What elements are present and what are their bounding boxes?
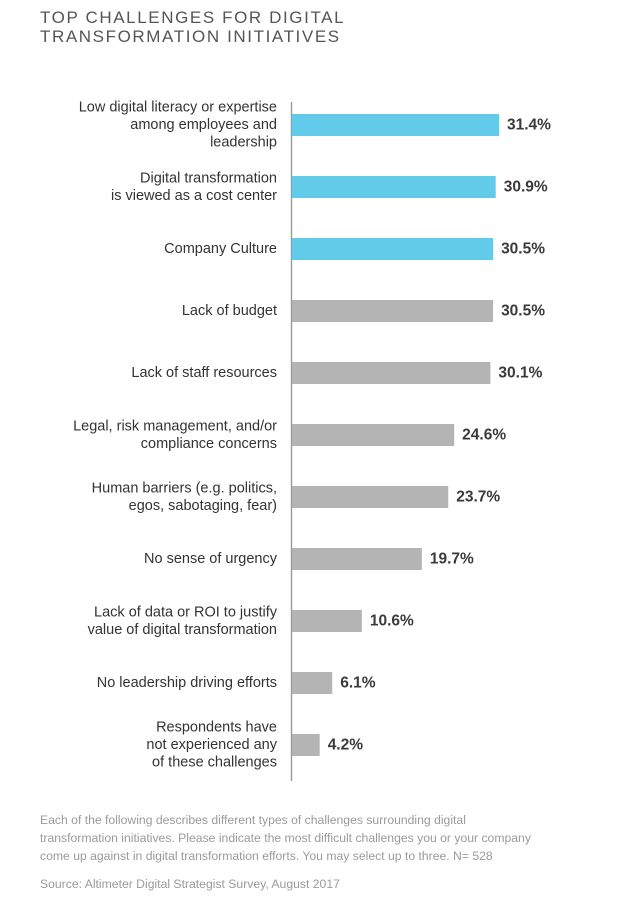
value-label-8: 19.7% <box>430 551 474 568</box>
chart-title: TOP CHALLENGES FOR DIGITAL TRANSFORMATIO… <box>40 8 345 46</box>
source-note: Source: Altimeter Digital Strategist Sur… <box>40 877 340 891</box>
category-label-3: Company Culture <box>164 241 277 257</box>
category-label-5: Lack of staff resources <box>131 365 277 381</box>
category-label-1: Low digital literacy or expertise among e… <box>79 100 277 151</box>
value-label-4: 30.5% <box>501 303 545 320</box>
value-label-7: 23.7% <box>456 489 500 506</box>
category-label-line: Lack of staff resources <box>131 365 277 381</box>
category-label-9: Lack of data or ROI to justify value of d… <box>88 604 278 638</box>
category-label-4: Lack of budget <box>182 303 277 319</box>
category-label-2: Digital transformation is viewed as a cos… <box>111 170 277 204</box>
bar-1 <box>292 114 499 136</box>
bar-3 <box>292 238 494 260</box>
value-label-9: 10.6% <box>370 613 414 630</box>
category-label-line: Digital transformation <box>140 170 277 186</box>
category-label-11: Respondents have not experienced any of th… <box>146 720 277 771</box>
bar-5 <box>292 362 491 384</box>
category-label-8: No sense of urgency <box>144 551 278 567</box>
bar-10 <box>292 672 333 694</box>
category-label-line: Company Culture <box>164 241 277 257</box>
category-label-line: No sense of urgency <box>144 551 278 567</box>
category-label-line: Human barriers (e.g. politics, <box>92 480 277 496</box>
bar-chart: 31.4% Low digital literacy or expertise am… <box>73 100 551 781</box>
category-label-line: among employees and <box>130 117 277 133</box>
category-label-line: not experienced any <box>146 737 277 753</box>
category-label-line: compliance concerns <box>141 436 277 452</box>
category-label-line: Lack of budget <box>182 303 277 319</box>
survey-footnote: Each of the following describes differen… <box>40 813 531 863</box>
category-label-line: Low digital literacy or expertise <box>79 100 277 116</box>
category-label-line: is viewed as a cost center <box>111 188 277 204</box>
bar-11 <box>292 734 320 756</box>
category-label-10: No leadership driving efforts <box>97 675 277 691</box>
category-label-7: Human barriers (e.g. politics, egos, sabo… <box>92 480 277 514</box>
bar-8 <box>292 548 422 570</box>
value-label-1: 31.4% <box>507 117 551 134</box>
bar-2 <box>292 176 496 198</box>
category-label-line: value of digital transformation <box>88 622 277 638</box>
chart-title-line-2: TRANSFORMATION INITIATIVES <box>40 27 341 46</box>
category-label-line: leadership <box>210 135 277 151</box>
value-label-6: 24.6% <box>462 427 506 444</box>
value-label-10: 6.1% <box>340 675 376 692</box>
bar-9 <box>292 610 362 632</box>
category-label-line: egos, sabotaging, fear) <box>129 498 277 514</box>
category-label-line: Respondents have <box>156 720 277 736</box>
bar-7 <box>292 486 449 508</box>
category-label-line: Legal, risk management, and/or <box>73 418 277 434</box>
bars-group: 31.4% Low digital literacy or expertise am… <box>73 100 551 771</box>
value-label-3: 30.5% <box>501 241 545 258</box>
category-label-line: Lack of data or ROI to justify <box>94 604 278 620</box>
chart-title-line-1: TOP CHALLENGES FOR DIGITAL <box>40 8 346 27</box>
bar-4 <box>292 300 494 322</box>
value-label-11: 4.2% <box>328 737 364 754</box>
category-label-6: Legal, risk management, and/or compliance… <box>73 418 277 452</box>
value-label-2: 30.9% <box>504 179 548 196</box>
category-label-line: of these challenges <box>152 755 277 771</box>
bar-6 <box>292 424 455 446</box>
value-label-5: 30.1% <box>498 365 542 382</box>
category-label-line: No leadership driving efforts <box>97 675 277 691</box>
